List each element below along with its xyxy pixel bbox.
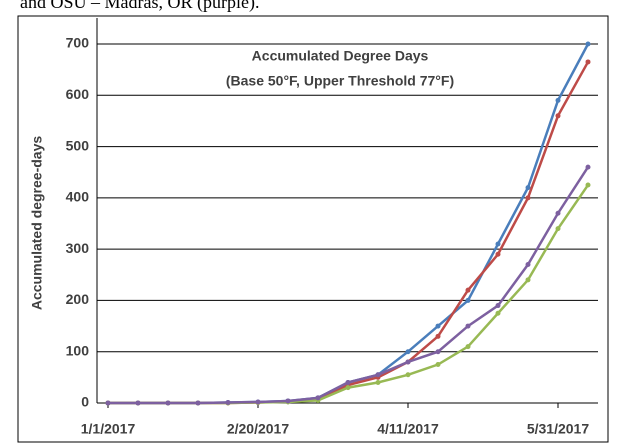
point <box>495 303 501 309</box>
point <box>555 226 561 232</box>
series-line <box>108 166 590 405</box>
point <box>525 262 531 268</box>
point <box>375 379 381 385</box>
chart-title: Accumulated Degree Days <box>252 48 429 64</box>
point <box>135 400 141 406</box>
point <box>525 185 531 191</box>
point <box>405 349 411 355</box>
point <box>465 287 471 293</box>
y-tick-label: 300 <box>66 240 90 256</box>
point <box>465 323 471 329</box>
point <box>585 41 591 47</box>
point <box>195 400 201 406</box>
point <box>435 362 441 368</box>
y-tick-label: 500 <box>66 137 90 153</box>
x-tick-label: 4/11/2017 <box>377 421 439 437</box>
y-tick-label: 700 <box>66 35 90 51</box>
y-tick-label: 400 <box>66 189 90 205</box>
point <box>285 398 291 404</box>
point <box>465 344 471 350</box>
y-axis-label: Accumulated degree-days <box>29 136 45 310</box>
series-line <box>108 43 590 405</box>
point <box>495 251 501 257</box>
point <box>165 400 171 406</box>
point <box>555 113 561 119</box>
point <box>435 333 441 339</box>
point <box>345 379 351 385</box>
x-tick-label: 5/31/2017 <box>527 421 589 437</box>
point <box>585 164 591 170</box>
y-tick-label: 0 <box>81 394 89 410</box>
point <box>555 97 561 103</box>
point <box>495 241 501 247</box>
chart-subtitle: (Base 50°F, Upper Threshold 77°F) <box>226 73 454 89</box>
point <box>255 399 261 405</box>
point <box>495 310 501 316</box>
caption: and OSU – Madras, OR (purple). <box>20 0 259 13</box>
y-tick-label: 600 <box>66 86 90 102</box>
point <box>525 277 531 283</box>
point <box>405 372 411 378</box>
point <box>555 210 561 216</box>
point <box>375 372 381 378</box>
point <box>465 297 471 303</box>
x-tick-label: 1/1/2017 <box>81 421 136 437</box>
point <box>525 195 531 201</box>
point <box>345 385 351 391</box>
point <box>315 395 321 401</box>
y-tick-label: 100 <box>66 342 90 358</box>
chart-border <box>17 15 609 443</box>
point <box>225 399 231 405</box>
point <box>435 349 441 355</box>
point <box>435 323 441 329</box>
point <box>585 59 591 65</box>
y-tick-label: 200 <box>66 291 90 307</box>
point <box>105 400 111 406</box>
series-line <box>108 184 590 405</box>
point <box>585 182 591 188</box>
x-tick-label: 2/20/2017 <box>227 421 289 437</box>
point <box>405 359 411 365</box>
